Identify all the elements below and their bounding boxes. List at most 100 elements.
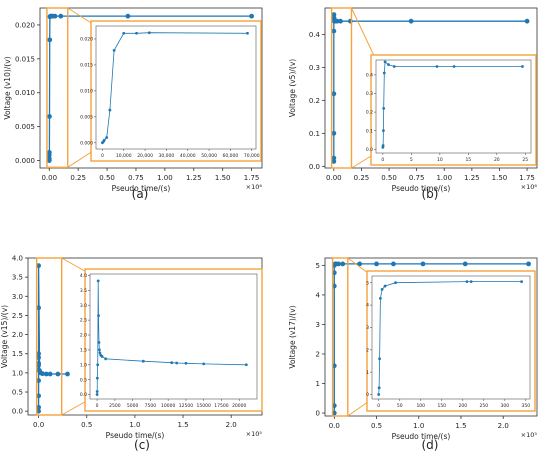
- main-data-point: [408, 18, 414, 24]
- inset-y-tick-label: 4: [366, 303, 369, 309]
- inset-y-tick-label: 0.0: [80, 392, 87, 398]
- x-tick-label: 1.25: [464, 174, 480, 182]
- x-tick-label: 1.50: [215, 174, 231, 182]
- x-tick-label: 2.0: [226, 421, 237, 429]
- main-data-point: [36, 408, 41, 414]
- x-tick-label: 0.75: [409, 174, 425, 182]
- main-data-point: [36, 351, 41, 357]
- inset-data-point: [175, 361, 179, 365]
- inset-y-tick-label: 0.020: [80, 37, 93, 43]
- inset-data-point: [383, 284, 387, 288]
- y-axis-label: Voltage (v15)/(v): [0, 305, 9, 368]
- inset-y-tick-label: 0: [366, 392, 369, 398]
- inset-x-tick-label: 70,000: [244, 153, 260, 159]
- x-offset-text: ×10⁶: [521, 183, 538, 191]
- inset-y-tick-label: 0.015: [80, 63, 93, 69]
- inset-x-tick-label: 10: [437, 157, 443, 163]
- x-tick-label: 1.0: [413, 422, 424, 430]
- main-data-point: [36, 378, 41, 383]
- main-data-point: [340, 261, 346, 267]
- inset-x-tick-label: 25: [522, 157, 528, 163]
- x-axis-label: Pseudo time/(s): [392, 184, 451, 193]
- inset-x-tick-label: 300: [500, 403, 509, 409]
- inset-data-point: [96, 363, 100, 367]
- inset-data-point: [382, 129, 385, 133]
- main-data-point: [47, 37, 53, 43]
- y-tick-label: 0.015: [15, 55, 35, 63]
- inset-y-tick-label: 1: [366, 370, 369, 376]
- main-data-point: [36, 355, 41, 360]
- y-tick-label: 4.0: [12, 255, 23, 263]
- y-tick-label: 3: [316, 321, 320, 329]
- inset-data-point: [102, 138, 106, 142]
- inset-y-tick-label: 1.0: [80, 362, 87, 368]
- inset-x-tick-label: 50,000: [201, 153, 217, 159]
- y-axis-label: Voltage (v17)/(v): [288, 305, 297, 368]
- x-tick-label: 0.75: [128, 174, 144, 182]
- x-tick-label: 0.25: [70, 174, 86, 182]
- inset-y-tick-label: 0.3: [366, 91, 373, 97]
- inset-x-tick-label: 0: [377, 403, 380, 409]
- inset-data-point: [377, 393, 381, 396]
- main-data-point: [331, 155, 337, 161]
- inset-x-tick-label: 40,000: [180, 153, 196, 159]
- inset-y-tick-label: 1.5: [80, 347, 87, 353]
- panel-label: (a): [132, 187, 149, 201]
- x-tick-label: 1.5: [455, 422, 466, 430]
- x-tick-label: 1.00: [157, 174, 173, 182]
- y-tick-label: 0.0: [12, 408, 23, 416]
- y-tick-label: 4: [316, 291, 321, 299]
- inset-axes-frame: [89, 273, 258, 400]
- inset-x-tick-label: 10000: [161, 403, 175, 409]
- zoom-connector: [351, 7, 377, 61]
- main-data-point: [331, 91, 337, 97]
- inset-x-tick-label: 150: [437, 403, 446, 409]
- main-data-point: [58, 13, 64, 19]
- y-axis-label: Voltage (v5)/(v): [288, 59, 297, 117]
- inset-x-tick-label: 20000: [232, 403, 246, 409]
- x-axis-label: Pseudo time/(s): [392, 432, 451, 441]
- inset-data-point: [98, 351, 102, 355]
- inset-y-tick-label: 2.0: [80, 333, 87, 339]
- inset-y-tick-label: 3.0: [80, 303, 87, 309]
- x-offset-text: ×10⁵: [246, 430, 263, 438]
- inset-data-point: [141, 359, 145, 363]
- inset-x-tick-label: 2500: [109, 403, 121, 409]
- y-tick-label: 0.5: [12, 389, 23, 397]
- main-data-point: [420, 261, 426, 267]
- main-data-point: [336, 261, 341, 267]
- main-data-point: [331, 159, 337, 164]
- x-tick-label: 0.0: [33, 421, 44, 429]
- inset-axes-frame: [95, 25, 257, 150]
- inset-y-tick-label: 0.005: [80, 114, 93, 120]
- inset-data-point: [379, 296, 382, 300]
- x-tick-label: 0.25: [354, 174, 370, 182]
- inset-data-point: [97, 314, 100, 318]
- main-data-point: [391, 261, 396, 267]
- inset-y-tick-label: 4.0: [80, 273, 87, 279]
- inset-y-tick-label: 2: [366, 347, 369, 353]
- inset-x-tick-label: 50: [397, 403, 403, 409]
- main-data-point: [331, 130, 337, 136]
- zoom-region-box: [46, 7, 69, 169]
- main-data-point: [36, 263, 41, 269]
- inset-y-tick-label: 3: [366, 325, 369, 331]
- inset-data-point: [381, 144, 385, 147]
- x-tick-label: 0.50: [99, 174, 115, 182]
- inset-data-point: [105, 136, 109, 139]
- main-data-point: [462, 261, 468, 267]
- x-tick-label: 0.00: [326, 174, 342, 182]
- inset-axes-frame: [375, 59, 532, 154]
- inset-y-tick-label: 3.5: [80, 288, 87, 294]
- zoom-region-box: [35, 257, 63, 416]
- y-axis-label: Voltage (v10)/(v): [3, 56, 12, 119]
- x-tick-label: 0.50: [381, 174, 397, 182]
- main-data-point: [125, 13, 131, 19]
- main-data-point: [46, 150, 52, 155]
- main-data-point: [47, 371, 53, 377]
- inset-y-tick-label: 0.5: [80, 377, 87, 383]
- inset-data-point: [382, 106, 386, 110]
- x-tick-label: 1.0: [129, 421, 140, 429]
- inset-x-tick-label: 60,000: [223, 153, 239, 159]
- inset-data-point: [520, 280, 523, 283]
